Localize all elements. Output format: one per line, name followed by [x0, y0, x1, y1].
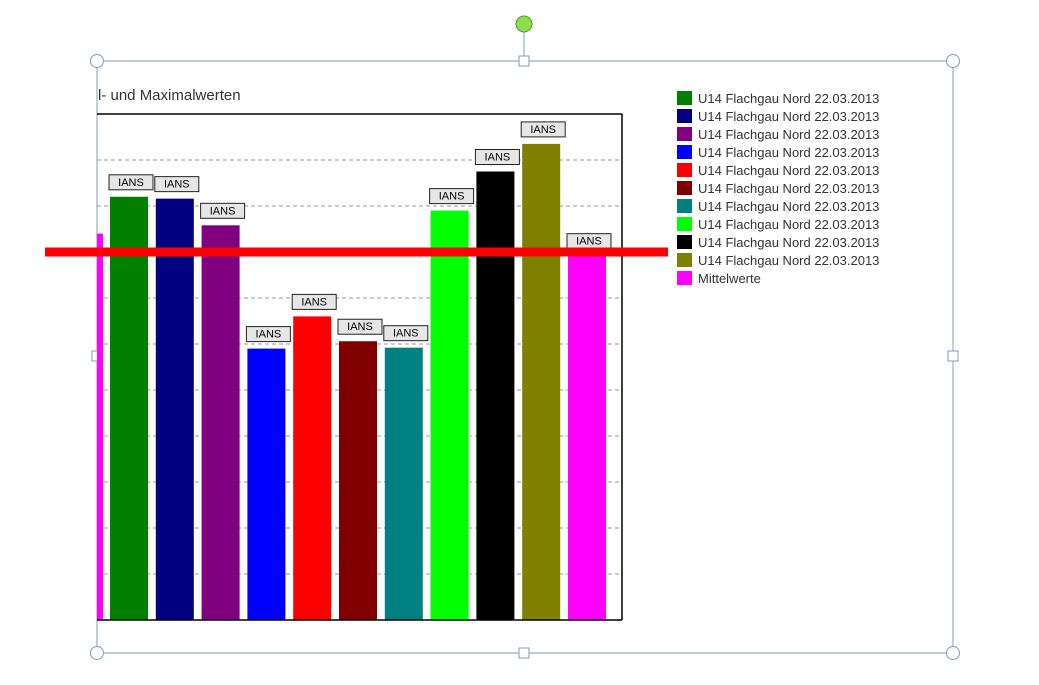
bar-11[interactable] [568, 255, 606, 620]
legend-swatch [677, 91, 692, 105]
legend-swatch [677, 253, 692, 267]
legend-swatch [677, 109, 692, 123]
bar-6[interactable] [339, 341, 377, 620]
legend-label: U14 Flachgau Nord 22.03.2013 [698, 90, 880, 106]
data-label-5[interactable]: IANS [291, 293, 337, 310]
legend-label: U14 Flachgau Nord 22.03.2013 [698, 198, 880, 214]
legend-label: U14 Flachgau Nord 22.03.2013 [698, 162, 880, 178]
legend-label: U14 Flachgau Nord 22.03.2013 [698, 252, 880, 268]
data-label-text: IANS [301, 296, 327, 308]
data-label-text: IANS [210, 205, 236, 217]
data-label-2[interactable]: IANS [154, 176, 200, 193]
data-label-6[interactable]: IANS [337, 318, 383, 335]
data-label-text: IANS [485, 152, 511, 164]
data-label-box [200, 202, 246, 219]
bar-8[interactable] [430, 210, 469, 620]
data-label-box [520, 121, 566, 138]
data-label-box [337, 318, 383, 335]
data-label-text: IANS [347, 321, 373, 333]
bar-10[interactable] [522, 143, 561, 620]
data-label-text: IANS [164, 179, 190, 191]
data-label-box [154, 176, 200, 193]
legend-label: Mittelwerte [698, 270, 761, 286]
bar-7[interactable] [384, 347, 423, 620]
bar-9[interactable] [476, 171, 515, 621]
bar-partial[interactable] [97, 233, 103, 620]
resize-handle-top-left[interactable] [90, 54, 104, 68]
data-label-3[interactable]: IANS [200, 202, 246, 219]
bars [97, 143, 606, 621]
data-label-8[interactable]: IANS [429, 188, 475, 205]
data-label-text: IANS [256, 329, 282, 341]
legend-item[interactable]: U14 Flachgau Nord 22.03.2013 [677, 179, 879, 197]
legend-item[interactable]: U14 Flachgau Nord 22.03.2013 [677, 89, 879, 107]
data-label-box [383, 325, 429, 342]
chart-title: l- und Maximalwerten [98, 87, 241, 104]
bar-2[interactable] [155, 198, 194, 620]
bar-1[interactable] [110, 196, 148, 621]
legend-swatch [677, 181, 692, 195]
resize-handle-right[interactable] [947, 350, 959, 362]
legend-swatch [677, 163, 692, 177]
legend-swatch [677, 199, 692, 213]
legend-swatch [677, 145, 692, 159]
legend-item[interactable]: U14 Flachgau Nord 22.03.2013 [677, 251, 879, 269]
legend-label: U14 Flachgau Nord 22.03.2013 [698, 144, 880, 160]
data-label-4[interactable]: IANS [245, 326, 291, 343]
legend-label: U14 Flachgau Nord 22.03.2013 [698, 126, 880, 142]
data-label-text: IANS [439, 191, 465, 203]
legend-swatch [677, 235, 692, 249]
data-label-1[interactable]: IANS [108, 174, 154, 191]
data-label-box [429, 188, 475, 205]
resize-handle-top-right[interactable] [946, 54, 960, 68]
legend-item[interactable]: U14 Flachgau Nord 22.03.2013 [677, 143, 879, 161]
data-label-box [245, 326, 291, 343]
data-label-text: IANS [576, 236, 602, 248]
data-label-box [108, 174, 154, 191]
legend-item[interactable]: Mittelwerte [677, 269, 879, 287]
resize-handle-bottom[interactable] [518, 647, 530, 659]
rotation-handle[interactable] [515, 15, 533, 33]
data-label-text: IANS [530, 124, 556, 136]
legend-item[interactable]: U14 Flachgau Nord 22.03.2013 [677, 125, 879, 143]
bar-5[interactable] [293, 316, 332, 620]
bar-3[interactable] [201, 225, 240, 620]
data-label-9[interactable]: IANS [474, 149, 520, 165]
legend-label: U14 Flachgau Nord 22.03.2013 [698, 234, 880, 250]
legend-label: U14 Flachgau Nord 22.03.2013 [698, 180, 880, 196]
legend-swatch [677, 271, 692, 285]
legend-item[interactable]: U14 Flachgau Nord 22.03.2013 [677, 215, 879, 233]
data-label-7[interactable]: IANS [383, 325, 429, 342]
legend-item[interactable]: U14 Flachgau Nord 22.03.2013 [677, 197, 879, 215]
resize-handle-bottom-left[interactable] [90, 646, 104, 660]
data-label-text: IANS [393, 328, 419, 340]
data-labels: IANS IANS IANS IANS IANS IANS IANS IANS IANS IANS… [108, 121, 612, 343]
legend: U14 Flachgau Nord 22.03.2013 U14 Flachgau… [677, 89, 879, 287]
legend-swatch [677, 217, 692, 231]
data-label-text: IANS [118, 177, 144, 189]
resize-handle-bottom-right[interactable] [946, 646, 960, 660]
legend-item[interactable]: U14 Flachgau Nord 22.03.2013 [677, 233, 879, 251]
legend-label: U14 Flachgau Nord 22.03.2013 [698, 216, 880, 232]
legend-swatch [677, 127, 692, 141]
data-label-10[interactable]: IANS [520, 121, 566, 138]
data-label-box [291, 293, 337, 310]
legend-item[interactable]: U14 Flachgau Nord 22.03.2013 [677, 161, 879, 179]
bar-4[interactable] [247, 348, 286, 620]
resize-handle-top[interactable] [518, 55, 530, 67]
legend-item[interactable]: U14 Flachgau Nord 22.03.2013 [677, 107, 879, 125]
data-label-11[interactable]: IANS [566, 233, 612, 250]
data-label-box [474, 149, 520, 165]
legend-label: U14 Flachgau Nord 22.03.2013 [698, 108, 880, 124]
